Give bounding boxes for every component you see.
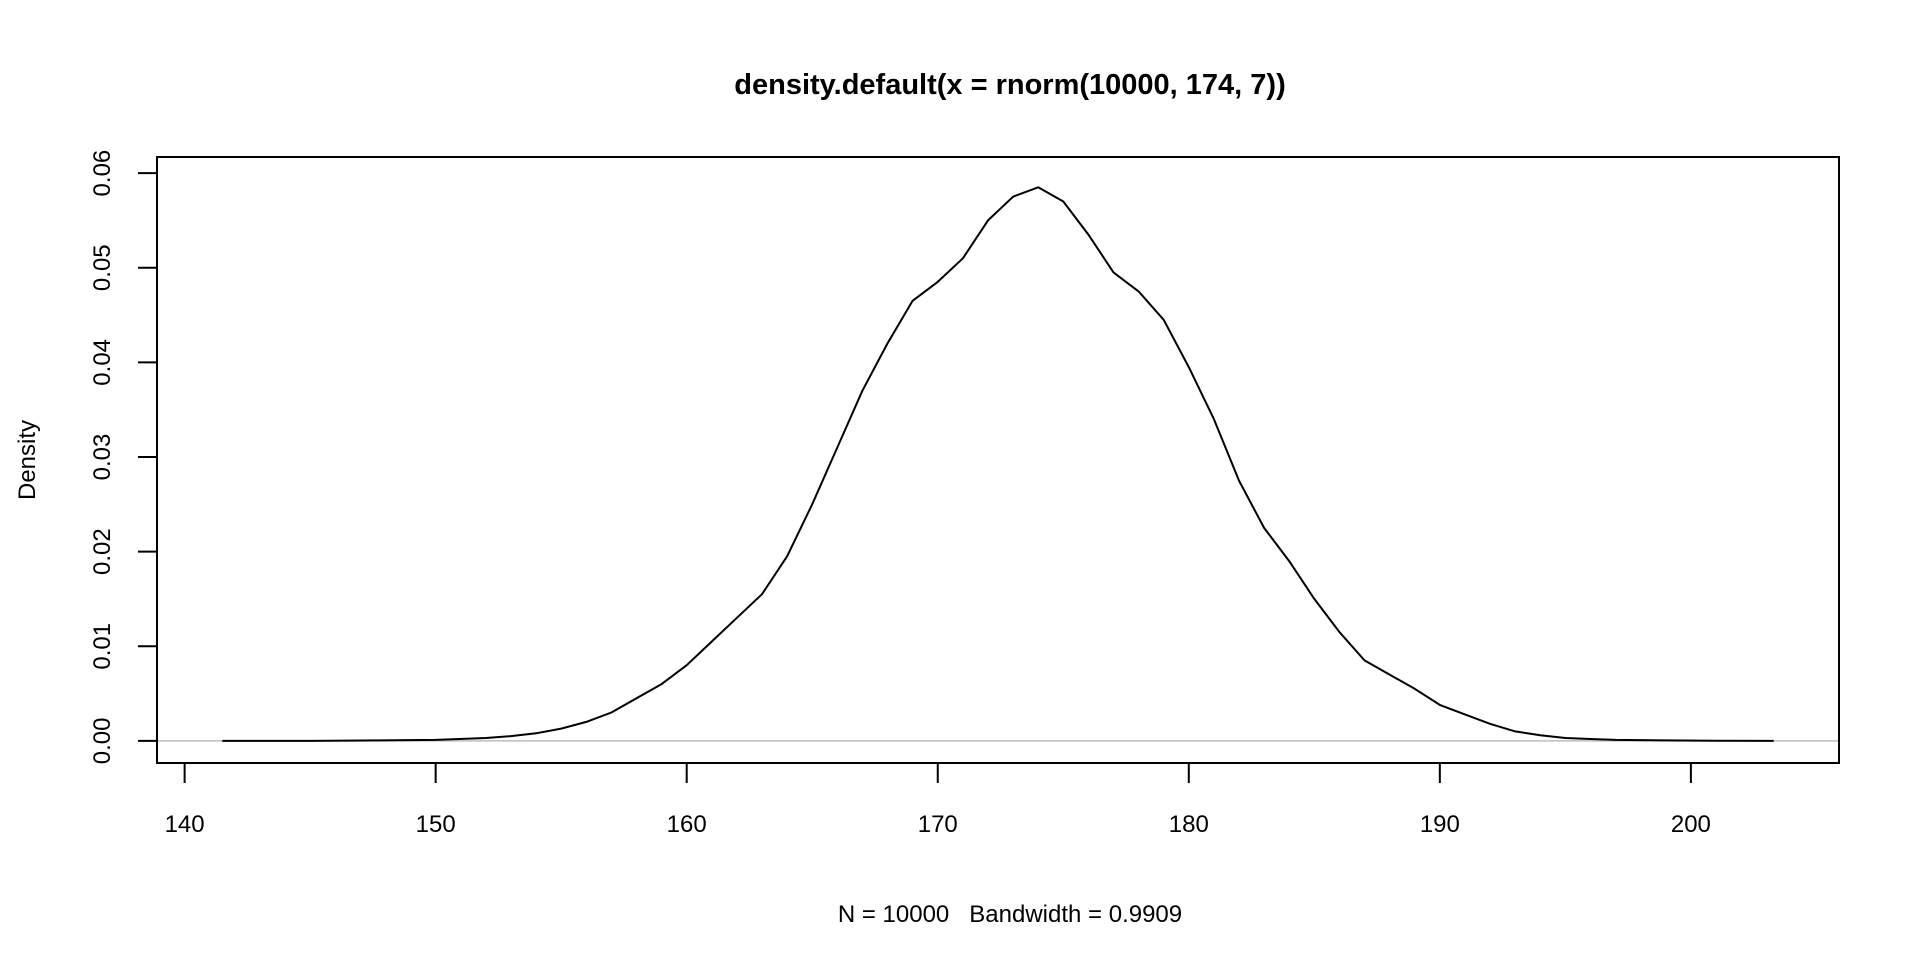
x-tick-label: 140	[165, 811, 205, 838]
x-tick-label: 150	[416, 811, 456, 838]
density-curve	[222, 186, 1774, 742]
y-tick-label: 0.05	[89, 244, 116, 291]
x-tick-label: 180	[1169, 811, 1209, 838]
plot-frame	[156, 156, 1840, 764]
x-tick-label: 190	[1420, 811, 1460, 838]
chart-title: density.default(x = rnorm(10000, 174, 7)…	[734, 69, 1285, 101]
y-tick-label: 0.04	[89, 339, 116, 386]
x-tick-label: 200	[1671, 811, 1711, 838]
x-tick-label: 170	[918, 811, 958, 838]
y-tick-label: 0.06	[89, 150, 116, 197]
x-axis: 140 150 160 170 180 190 200	[165, 762, 1711, 838]
y-axis: 0.00 0.01 0.02 0.03 0.04 0.05 0.06	[89, 150, 157, 764]
y-tick-label: 0.03	[89, 434, 116, 481]
y-axis-label: Density	[14, 420, 41, 500]
y-tick-label: 0.02	[89, 528, 116, 575]
x-tick-label: 160	[667, 811, 707, 838]
x-axis-label: N = 10000 Bandwidth = 0.9909	[838, 901, 1182, 928]
y-tick-label: 0.00	[89, 717, 116, 764]
y-tick-label: 0.01	[89, 623, 116, 670]
